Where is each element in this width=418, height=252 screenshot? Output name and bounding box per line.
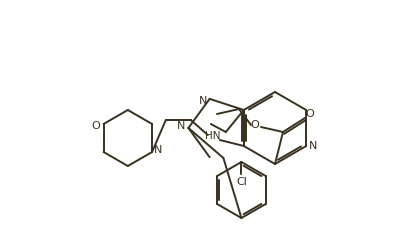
Text: N: N [309, 141, 317, 151]
Text: O: O [91, 121, 100, 131]
Text: O: O [306, 109, 314, 119]
Text: O: O [251, 120, 260, 130]
Text: N: N [177, 121, 186, 131]
Text: N: N [154, 145, 162, 155]
Text: HN: HN [205, 131, 221, 141]
Text: Cl: Cl [236, 177, 247, 187]
Text: N: N [199, 96, 207, 106]
